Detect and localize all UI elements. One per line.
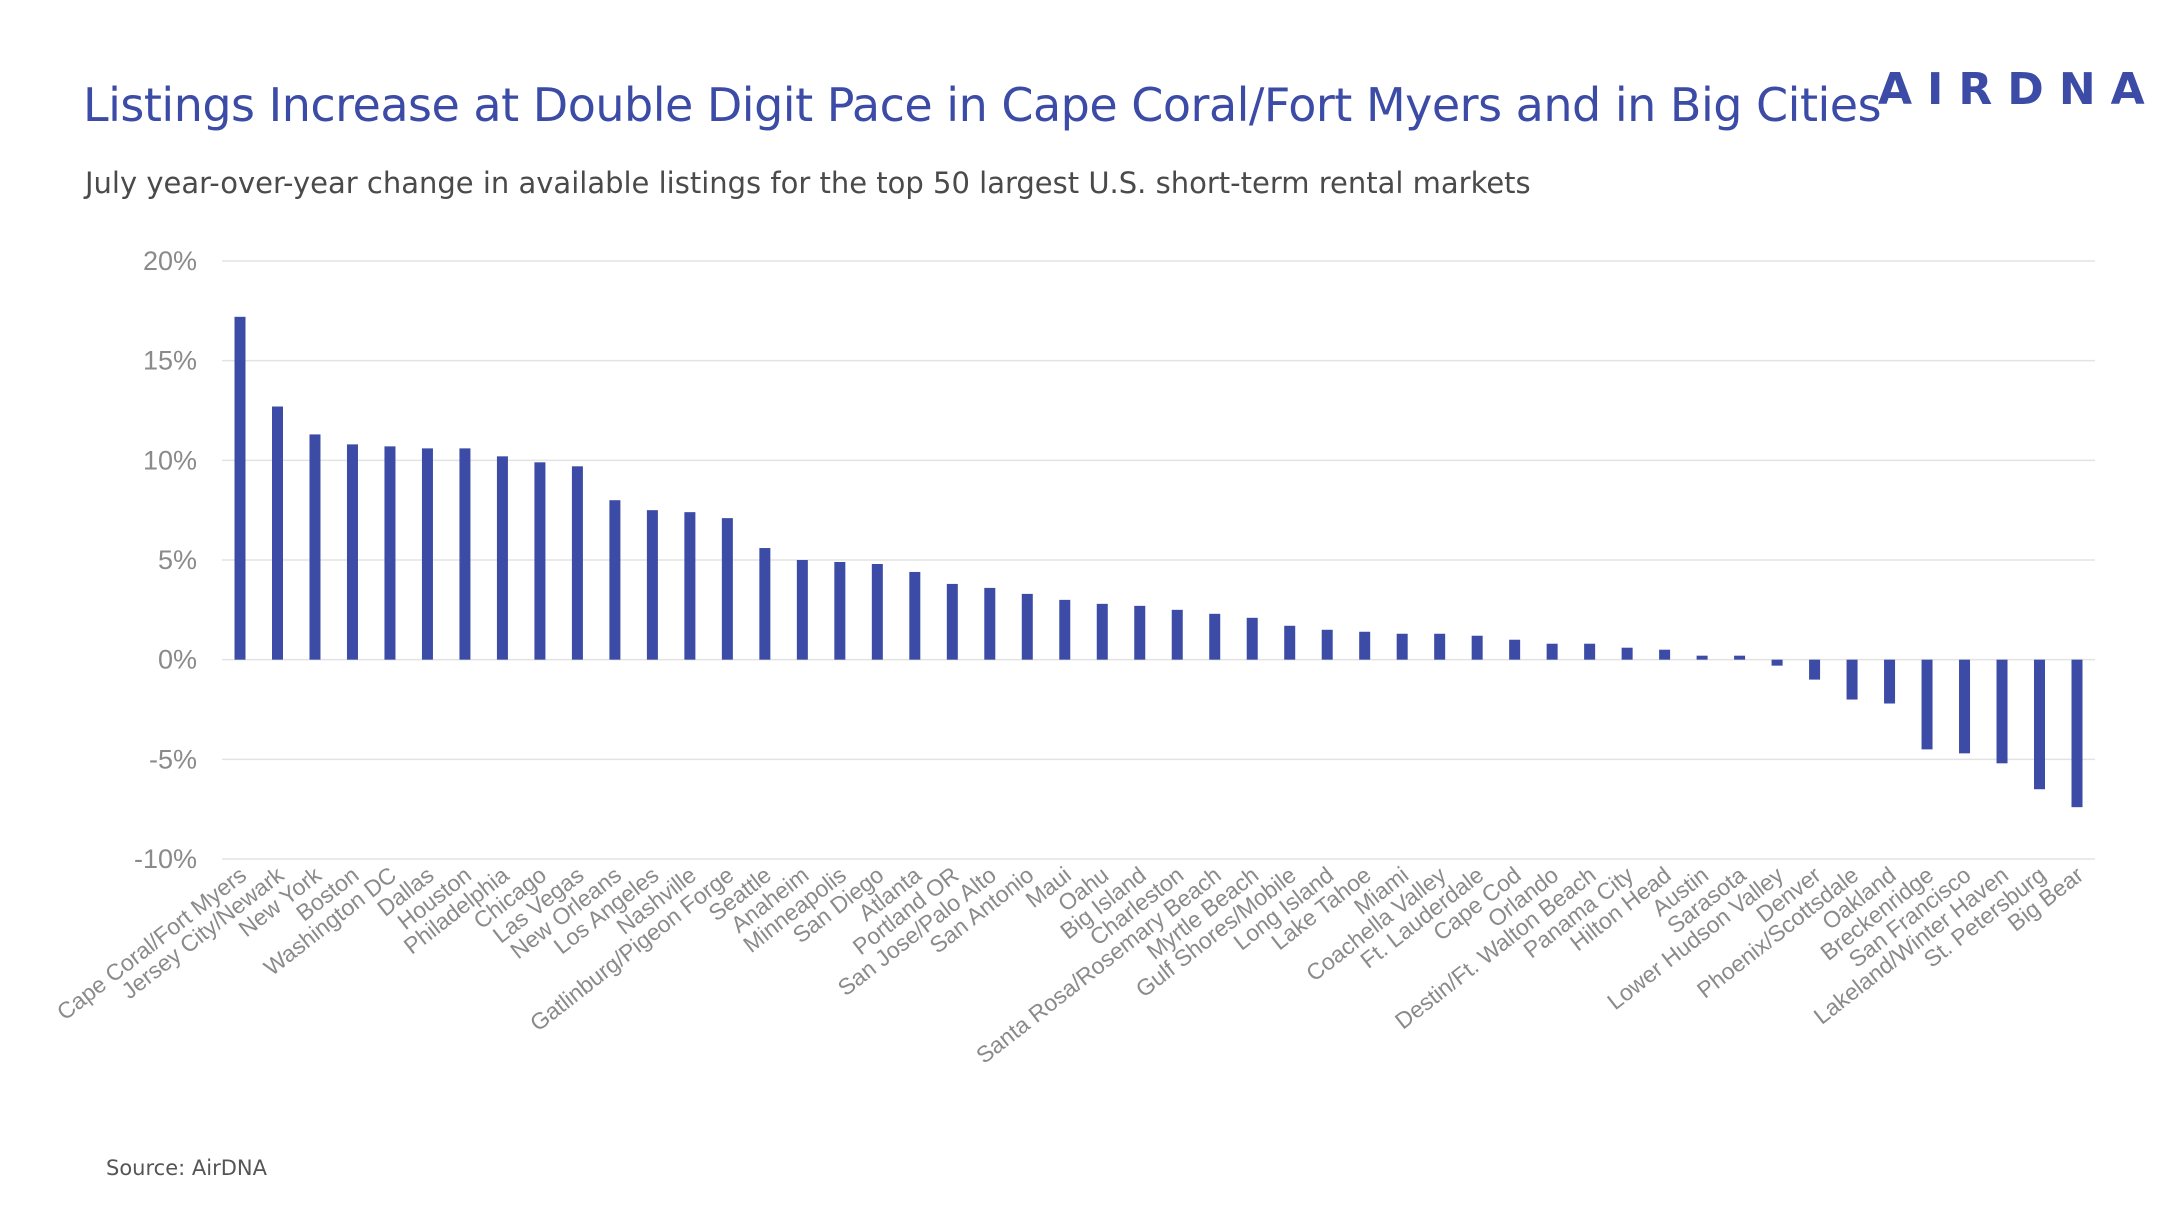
bar [1021, 593, 1033, 660]
chart-title: Listings Increase at Double Digit Pace i… [83, 78, 1882, 132]
y-tick-label: 5% [158, 545, 197, 575]
bar [1809, 659, 1821, 680]
bar [1846, 659, 1858, 700]
bar [346, 444, 358, 660]
bar [1096, 603, 1108, 660]
bar [1996, 659, 2008, 764]
y-tick-label: -5% [149, 744, 197, 774]
y-tick-label: -10% [134, 844, 197, 874]
bar [721, 518, 733, 660]
bar [984, 587, 996, 660]
bar [609, 500, 621, 660]
chart-subtitle: July year-over-year change in available … [85, 166, 1531, 200]
bar [1396, 633, 1408, 660]
bar [1696, 655, 1708, 660]
bar [534, 462, 546, 660]
bar [1246, 617, 1258, 660]
bar [1546, 643, 1558, 660]
bar [871, 563, 883, 660]
y-tick-label: 15% [143, 346, 197, 376]
bar [1471, 635, 1483, 660]
bar [646, 510, 658, 660]
bar [1959, 659, 1971, 754]
bar [1059, 599, 1071, 660]
bar [796, 560, 808, 660]
bar [1284, 625, 1296, 660]
bar [1884, 659, 1896, 704]
bar [571, 466, 583, 660]
bar [1434, 633, 1446, 660]
bar [2034, 659, 2046, 790]
x-category-label: Jersey City/Newark [116, 861, 289, 1004]
bar [234, 316, 246, 660]
bar [309, 434, 321, 660]
bar [1621, 647, 1633, 660]
bar [759, 548, 771, 660]
bar [1771, 659, 1783, 666]
y-axis-ticks: 20% 15% 10% 5% 0% -5% -10% [134, 246, 197, 874]
bar [271, 406, 283, 660]
source-note: Source: AirDNA [106, 1156, 267, 1180]
bar [909, 571, 921, 660]
bar [384, 446, 396, 660]
bar [1734, 655, 1746, 660]
bar [946, 583, 958, 660]
bar [1584, 643, 1596, 660]
bar [1321, 629, 1333, 660]
bar [834, 561, 846, 660]
bar [459, 448, 471, 660]
x-category-label: Cape Coral/Fort Myers [52, 861, 251, 1025]
bar [1209, 613, 1221, 660]
bar [1134, 605, 1146, 660]
bar [2071, 659, 2083, 808]
y-tick-label: 0% [158, 645, 197, 675]
bar [1171, 609, 1183, 660]
bars [234, 316, 2083, 808]
bar [421, 448, 433, 660]
bar [684, 512, 696, 660]
bar [1509, 639, 1521, 660]
bar [1921, 659, 1933, 750]
bar [1659, 649, 1671, 660]
brand-logo: AIRDNA [1878, 64, 2160, 115]
bar [1359, 631, 1371, 660]
y-tick-label: 20% [143, 246, 197, 276]
y-tick-label: 10% [143, 445, 197, 475]
gridlines [222, 260, 2095, 860]
bar [496, 456, 508, 660]
